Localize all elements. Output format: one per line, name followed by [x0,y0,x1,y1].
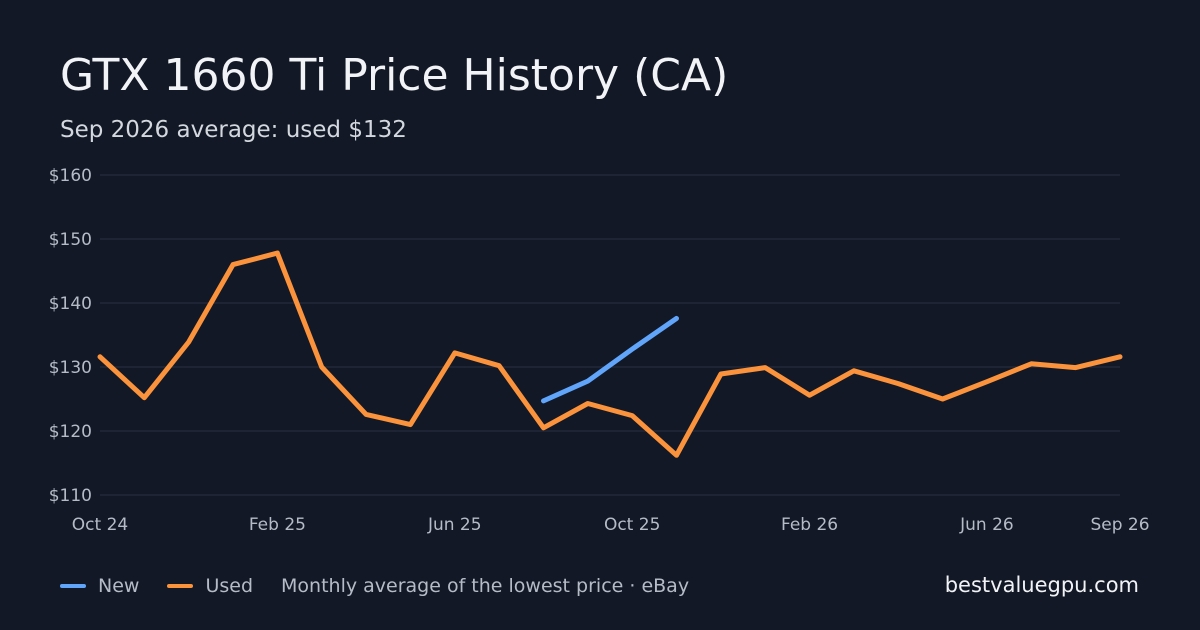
x-tick-label: Jun 26 [959,515,1014,535]
chart-title: GTX 1660 Ti Price History (CA) [60,50,729,101]
legend-swatch-used [167,584,194,588]
legend-label-new: New [98,575,140,597]
y-tick-label: $150 [49,230,92,250]
series-line-new[interactable] [541,315,679,404]
x-tick-label: Feb 26 [781,515,838,535]
series-lines [97,250,1123,458]
chart-subtitle: Sep 2026 average: used $132 [60,117,407,143]
legend-item-used[interactable]: Used [167,575,253,597]
legend-swatch-new [60,584,86,588]
y-tick-label: $120 [49,422,92,442]
legend-label-used: Used [205,575,254,597]
x-tick-label: Oct 25 [604,515,660,535]
y-tick-label: $160 [49,166,92,186]
x-tick-label: Feb 25 [249,515,306,535]
x-tick-label: Sep 26 [1090,515,1149,535]
x-tick-label: Oct 24 [72,515,128,535]
y-tick-label: $130 [49,358,92,378]
grid-lines [100,174,1120,496]
brand-link[interactable]: bestvaluegpu.com [944,573,1139,597]
y-tick-label: $110 [49,486,92,506]
legend-note: Monthly average of the lowest price · eB… [281,575,690,597]
x-tick-label: Jun 25 [427,515,482,535]
x-axis-ticks: Oct 24 Feb 25 Jun 25 Oct 25 Feb 26 Jun 26 Sep … [72,515,1150,535]
y-axis-ticks: $160 $150 $140 $130 $120 $110 [49,166,92,506]
series-line-used[interactable] [97,250,1123,458]
y-tick-label: $140 [49,294,92,314]
legend-item-new[interactable]: New [60,575,139,597]
legend: New Used Monthly average of the lowest p… [60,573,689,599]
